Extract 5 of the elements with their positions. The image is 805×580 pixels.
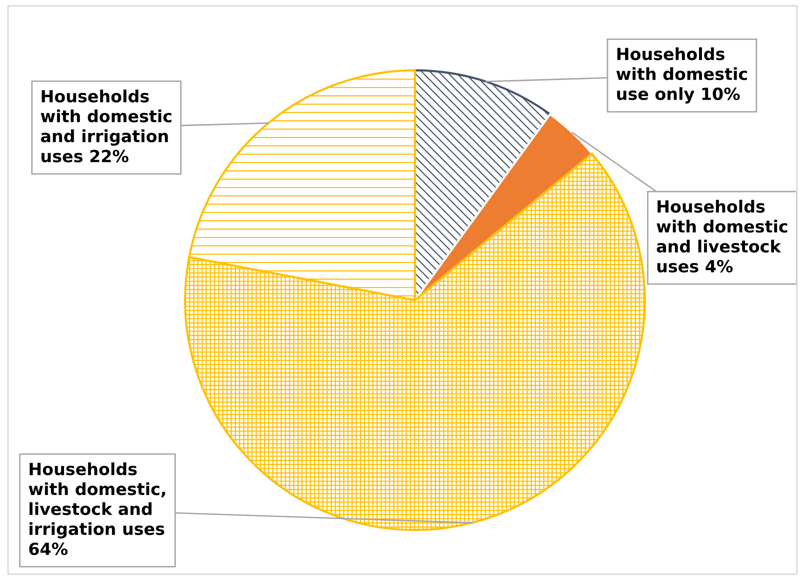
slice-label: Households with domestic and irrigation uses 22% [40, 90, 172, 162]
slice-label: Households with domestic use only 10% [616, 47, 747, 104]
data-label: 64% [29, 542, 68, 556]
slice-label: Households with domestic and livestock uses 4% [656, 200, 788, 273]
slice-label: Households with domestic, livestock and irrigation uses [28, 462, 166, 538]
